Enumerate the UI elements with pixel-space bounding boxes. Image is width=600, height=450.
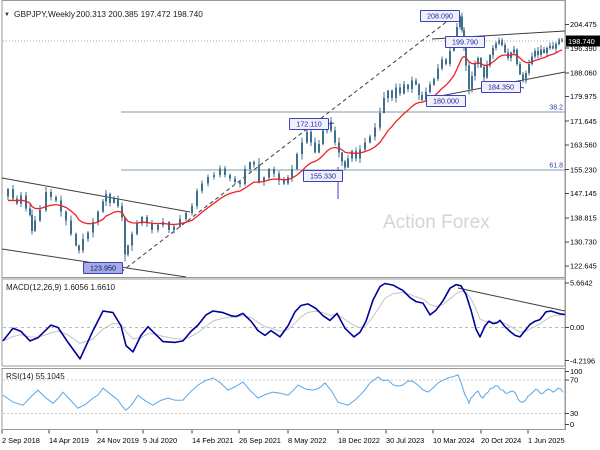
fib-level-label: 38.2 bbox=[549, 105, 563, 112]
rsi-scale-label: 0 bbox=[570, 420, 574, 429]
chart-symbol-title: GBPJPY,Weekly bbox=[14, 9, 76, 19]
date-axis-label: 18 Dec 2022 bbox=[338, 436, 380, 445]
fibonacci-levels[interactable]: 38.2 61.8 bbox=[121, 105, 565, 171]
price-axis-label: 130.730 bbox=[570, 238, 597, 247]
price-callout-label[interactable]: 155.330 bbox=[310, 172, 336, 181]
macd-scale-label: 5.6642 bbox=[570, 279, 593, 288]
price-callout[interactable]: 172.110 bbox=[289, 118, 335, 130]
dashed-trendline[interactable] bbox=[120, 12, 459, 273]
macd-trendline[interactable] bbox=[457, 287, 566, 312]
price-callout[interactable]: 184.350 bbox=[481, 81, 525, 93]
price-axis-label: 171.645 bbox=[570, 117, 597, 126]
macd-panel[interactable] bbox=[1, 278, 566, 367]
date-axis-label: 20 Oct 2024 bbox=[481, 436, 521, 445]
price-callouts[interactable]: 208.090 199.790 180.000 184.350 172.110 155.3… bbox=[83, 10, 525, 274]
price-callout-label[interactable]: 123.950 bbox=[90, 264, 116, 273]
trendline[interactable] bbox=[1, 177, 191, 213]
date-axis-label: 14 Feb 2021 bbox=[192, 436, 234, 445]
watermark: Action Forex bbox=[383, 212, 490, 233]
date-axis-label: 5 Jul 2020 bbox=[143, 436, 177, 445]
price-axis-label: 122.645 bbox=[570, 261, 597, 270]
price-axis-label: 155.230 bbox=[570, 165, 597, 174]
symbol-collapse-icon[interactable]: ▼ bbox=[4, 12, 10, 18]
price-callout-label[interactable]: 199.790 bbox=[452, 38, 478, 47]
price-axis[interactable]: 204.475 196.390 188.060 179.975 171.645 163.5… bbox=[565, 20, 597, 271]
price-axis-label: 188.060 bbox=[570, 68, 597, 77]
price-callout-label[interactable]: 172.110 bbox=[296, 120, 321, 129]
fib-level-label: 61.8 bbox=[549, 163, 563, 170]
chart-ohlc-values: 200.313 200.385 197.472 198.740 bbox=[76, 9, 203, 19]
macd-main-line bbox=[2, 282, 566, 360]
price-callout[interactable]: 155.330 bbox=[303, 167, 343, 199]
price-callout-label[interactable]: 208.090 bbox=[427, 12, 453, 21]
rsi-header: RSI(14) 55.1045 bbox=[6, 372, 65, 381]
date-axis-label: 14 Apr 2019 bbox=[49, 436, 89, 445]
price-axis-label: 179.975 bbox=[570, 92, 597, 101]
price-callout[interactable]: 123.950 bbox=[83, 262, 123, 274]
ma-line bbox=[7, 49, 563, 226]
date-axis-label: 1 Jun 2025 bbox=[528, 436, 565, 445]
macd-scale-label: -4.2196 bbox=[570, 356, 595, 365]
rsi-scale-label: 30 bbox=[570, 409, 578, 418]
price-callout[interactable]: 180.000 bbox=[426, 95, 466, 107]
price-axis-label: 163.560 bbox=[570, 141, 597, 150]
rsi-line bbox=[2, 374, 564, 412]
price-axis-label: 196.390 bbox=[570, 44, 597, 53]
price-callout-label[interactable]: 180.000 bbox=[433, 97, 459, 106]
price-callout[interactable]: 199.790 bbox=[445, 36, 485, 48]
price-axis-label: 138.815 bbox=[570, 214, 597, 223]
date-axis-label: 10 Mar 2024 bbox=[433, 436, 475, 445]
date-axis[interactable]: 2 Sep 2018 14 Apr 2019 24 Nov 2019 5 Jul 20… bbox=[1, 430, 565, 445]
rsi-scale-label: 70 bbox=[570, 376, 578, 385]
macd-indicator: 5.6642 0.00 -4.2196 bbox=[2, 279, 595, 365]
date-axis-label: 30 Jul 2023 bbox=[386, 436, 424, 445]
price-callout-label[interactable]: 184.350 bbox=[488, 83, 514, 92]
macd-header: MACD(12,26,9) 1.6056 1.6610 bbox=[6, 283, 116, 292]
macd-scale-label: 0.00 bbox=[570, 323, 584, 332]
svg-text:198.740: 198.740 bbox=[568, 37, 595, 46]
date-axis-label: 2 Sep 2018 bbox=[2, 436, 40, 445]
rsi-panel[interactable] bbox=[1, 368, 566, 430]
date-axis-label: 8 May 2022 bbox=[288, 436, 327, 445]
current-price-tag: 198.740 bbox=[566, 35, 600, 47]
rsi-scale-label: 100 bbox=[570, 367, 582, 376]
moving-average-line bbox=[7, 49, 563, 226]
price-axis-label: 204.475 bbox=[570, 20, 597, 29]
date-axis-label: 24 Nov 2019 bbox=[97, 436, 139, 445]
price-callout[interactable]: 208.090 bbox=[420, 10, 460, 22]
price-axis-label: 147.145 bbox=[570, 189, 597, 198]
date-axis-label: 26 Sep 2021 bbox=[239, 436, 281, 445]
